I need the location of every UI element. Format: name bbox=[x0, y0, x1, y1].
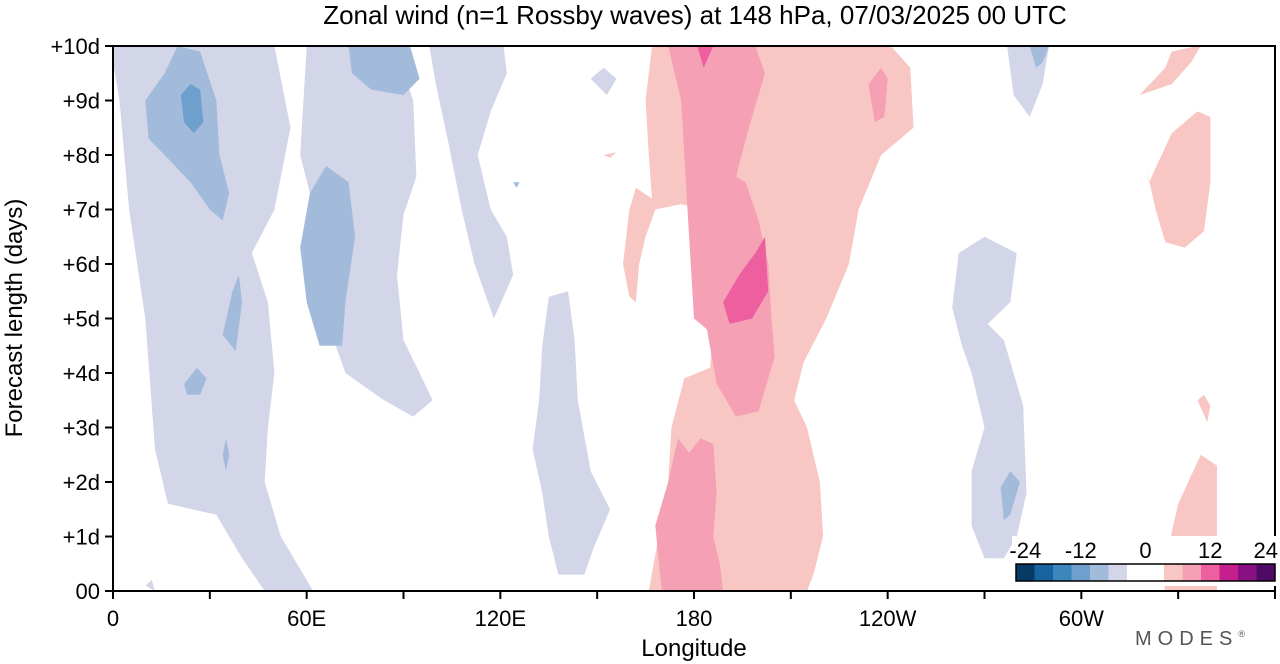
colorbar-swatch-12 bbox=[1238, 564, 1257, 581]
colorbar-label-2: 0 bbox=[1139, 538, 1151, 563]
y-axis: 00 +1d +2d +3d +4d +5d +6d +7d +8d +9d +10d bbox=[50, 34, 113, 604]
y-tick-label-1: +1d bbox=[63, 525, 100, 550]
y-tick-label-0: 00 bbox=[76, 579, 100, 604]
contour-region-pos-29 bbox=[723, 236, 769, 324]
colorbar-swatch-5 bbox=[1108, 564, 1128, 581]
x-tick-label-2: 180 bbox=[676, 606, 713, 631]
colorbar-swatch-2 bbox=[1053, 564, 1072, 581]
contour-region-neg-0 bbox=[113, 46, 314, 591]
x-tick-label-zero: 0 bbox=[107, 606, 119, 631]
y-tick-label-3: +3d bbox=[63, 416, 100, 441]
colorbar-swatch-10 bbox=[1201, 564, 1220, 581]
contour-region-pos-24 bbox=[603, 152, 617, 158]
colorbar-frame bbox=[1015, 563, 1276, 582]
contour-region-neg-8 bbox=[145, 46, 230, 221]
contour-region-neg-10 bbox=[348, 46, 420, 96]
y-tick-label-5: +5d bbox=[63, 307, 100, 332]
colorbar-label-4: 24 bbox=[1254, 538, 1278, 563]
contour-region-neg-9 bbox=[300, 165, 356, 346]
colorbar-label-3: 12 bbox=[1198, 538, 1222, 563]
colorbar-label-0: -24 bbox=[1009, 538, 1041, 563]
colorbar-swatch-3 bbox=[1071, 564, 1091, 581]
contour-region-pos-21 bbox=[1145, 111, 1211, 248]
colorbar-label-1: -12 bbox=[1065, 538, 1097, 563]
contour-region-neg-11 bbox=[222, 274, 243, 352]
x-axis-label: Longitude bbox=[641, 635, 746, 662]
colorbar: -24 -12 0 12 24 bbox=[1009, 536, 1279, 586]
brand-mark: ® bbox=[1238, 629, 1245, 639]
colorbar-swatch-9 bbox=[1182, 564, 1202, 581]
y-tick-label-2: +2d bbox=[63, 470, 100, 495]
colorbar-swatch-6 bbox=[1127, 564, 1146, 581]
contour-region-neg-4 bbox=[590, 67, 617, 96]
contour-region-pos-20 bbox=[1139, 46, 1201, 96]
contour-region-neg-17 bbox=[180, 84, 204, 134]
brand-name: MODES bbox=[1135, 628, 1238, 650]
contour-region-pos-25 bbox=[668, 46, 775, 417]
contour-region-neg-14 bbox=[1000, 471, 1020, 521]
x-tick-label-0: 60E bbox=[287, 606, 326, 631]
colorbar-swatch-8 bbox=[1164, 564, 1183, 581]
y-tick-label-7: +7d bbox=[63, 198, 100, 223]
y-tick-label-8: +8d bbox=[63, 143, 100, 168]
contour-region-pos-27 bbox=[655, 438, 698, 591]
y-tick-label-4: +4d bbox=[63, 361, 100, 386]
contour-region-neg-16 bbox=[513, 182, 520, 188]
contour-region-pos-28 bbox=[868, 67, 888, 123]
contour-region-neg-3 bbox=[532, 291, 611, 575]
y-tick-label-10: +10d bbox=[50, 34, 100, 59]
colorbar-swatch-13 bbox=[1256, 564, 1276, 581]
contour-region-neg-2 bbox=[429, 46, 514, 319]
colorbar-swatch-11 bbox=[1219, 564, 1239, 581]
colorbar-swatch-1 bbox=[1034, 564, 1054, 581]
contour-region-neg-7 bbox=[145, 580, 155, 591]
contour-region-pos-30 bbox=[697, 46, 714, 68]
chart-title: Zonal wind (n=1 Rossby waves) at 148 hPa… bbox=[323, 0, 1067, 30]
y-axis-label: Forecast length (days) bbox=[1, 199, 28, 438]
contour-region-pos-22 bbox=[1197, 394, 1211, 423]
x-tick-label-3: 120W bbox=[859, 606, 917, 631]
x-axis: 0 60E 120E 180 120W 60W bbox=[107, 591, 1276, 631]
contour-regions bbox=[113, 46, 1217, 591]
brand-logo: MODES® bbox=[1135, 628, 1245, 650]
x-tick-label-1: 120E bbox=[475, 606, 526, 631]
colorbar-swatch-4 bbox=[1090, 564, 1109, 581]
colorbar-swatch-0 bbox=[1016, 564, 1035, 581]
x-tick-label-4: 60W bbox=[1059, 606, 1104, 631]
y-tick-label-9: +9d bbox=[63, 89, 100, 114]
colorbar-swatch-7 bbox=[1145, 564, 1165, 581]
contour-region-neg-5 bbox=[952, 236, 1027, 559]
contour-region-neg-12 bbox=[184, 367, 207, 395]
y-tick-label-6: +6d bbox=[63, 252, 100, 277]
contour-region-neg-15 bbox=[1029, 46, 1050, 68]
contour-region-neg-13 bbox=[222, 438, 230, 472]
